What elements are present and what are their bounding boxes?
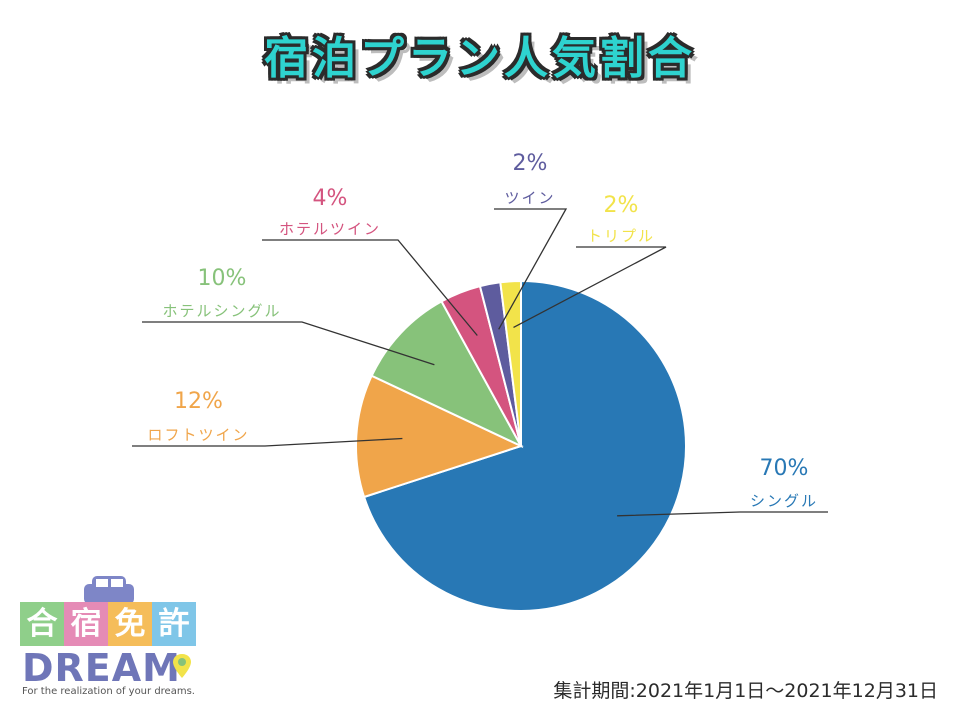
leader-line-4: [262, 239, 478, 336]
slice-name-label-3: ホテルシングル: [162, 302, 281, 320]
slice-percent-label-2: 12%: [174, 389, 223, 414]
car-icon: [84, 576, 134, 604]
leader-line-3: [142, 321, 435, 366]
leader-line-5: [494, 208, 568, 330]
aggregation-period: 集計期間:2021年1月1日～2021年12月31日: [553, 680, 938, 702]
slice-percent-label-3: 10%: [198, 266, 247, 291]
pie-slice-3: [370, 300, 524, 449]
logo-kanji: 合 宿 免 許: [20, 602, 196, 646]
logo-kanji-2: 宿: [64, 602, 108, 646]
slice-name-label-1: シングル: [750, 492, 818, 510]
leader-lines: [132, 208, 828, 517]
pie-slice-1: [362, 279, 687, 612]
logo-name: DREAM: [22, 646, 181, 690]
logo-kanji-3: 免: [108, 602, 152, 646]
pie-slice-2: [355, 374, 524, 499]
pie-slice-6: [499, 279, 522, 447]
leader-line-6: [513, 246, 667, 328]
logo-kanji-4: 許: [152, 602, 196, 646]
slice-name-label-5: ツイン: [504, 189, 555, 207]
location-pin-icon: [173, 654, 191, 678]
slice-percent-label-1: 70%: [760, 456, 809, 481]
pie-slices: [355, 279, 687, 612]
slice-percent-label-6: 2%: [604, 193, 639, 218]
slice-name-label-2: ロフトツイン: [147, 426, 249, 444]
leader-line-2: [132, 437, 403, 447]
slice-percent-label-4: 4%: [313, 186, 348, 211]
leader-line-1: [617, 511, 828, 517]
slice-labels: 70% シングル 12% ロフトツイン 10% ホテルシングル 4% ホテルツイン 2% ツイン 2…: [147, 151, 818, 510]
logo-tagline: For the realization of your dreams.: [22, 686, 195, 697]
slice-percent-label-5: 2%: [513, 151, 548, 176]
chart-title: 宿泊プラン人気割合: [264, 33, 696, 84]
logo: 合 宿 免 許 DREAM For the realization of you…: [20, 572, 210, 702]
slice-name-label-6: トリプル: [587, 227, 655, 245]
slice-name-label-4: ホテルツイン: [279, 220, 381, 238]
logo-kanji-1: 合: [20, 602, 64, 646]
